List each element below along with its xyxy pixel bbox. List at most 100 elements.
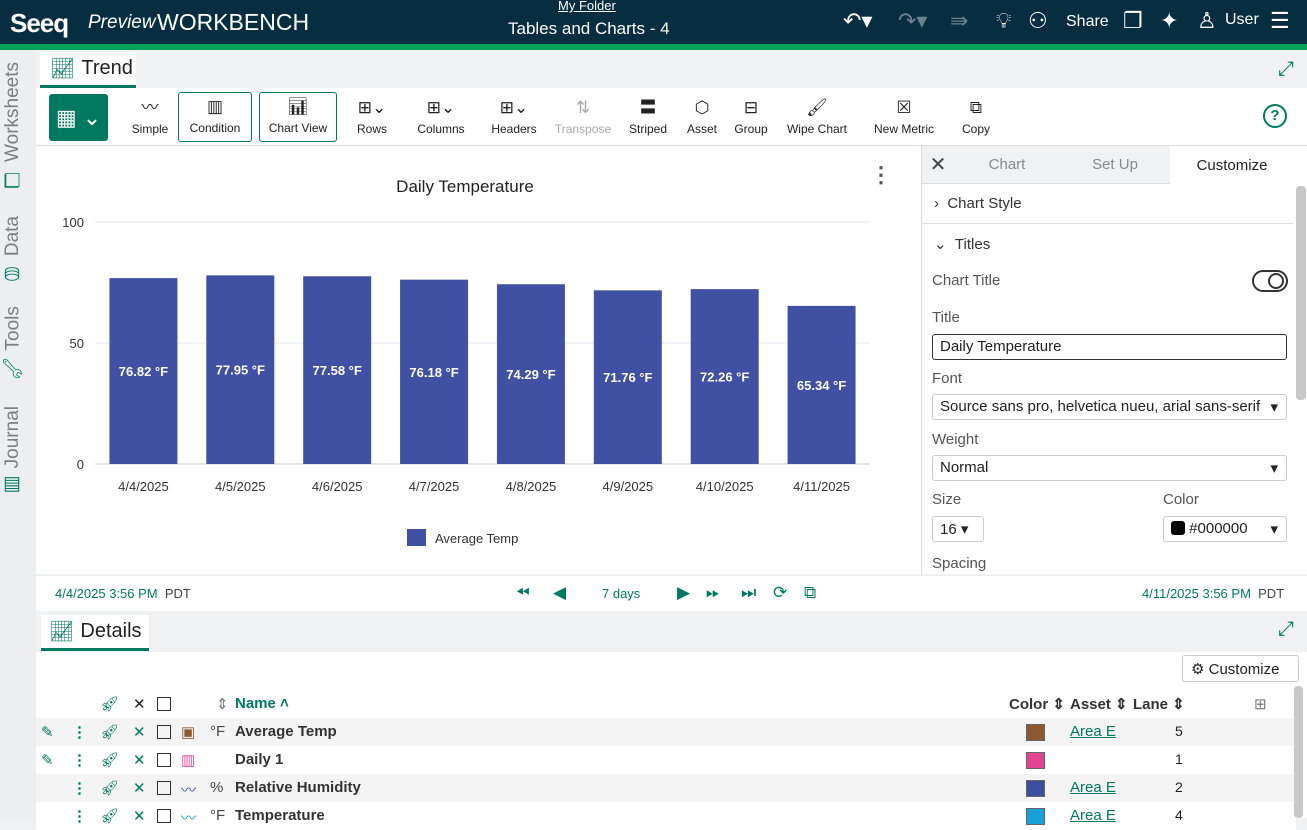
bar[interactable]: [787, 305, 856, 464]
tab-setup[interactable]: Set Up: [1060, 146, 1170, 184]
folder-link[interactable]: My Folder: [558, 0, 616, 13]
color-swatch[interactable]: [1026, 808, 1045, 825]
new-metric-button[interactable]: ☒ New Metric: [872, 92, 936, 142]
sync-range-icon[interactable]: ⧉: [804, 583, 817, 602]
headers-button[interactable]: ⊞⌄ Headers: [490, 92, 538, 142]
group-button[interactable]: ⊟ Group: [732, 92, 770, 142]
row-checkbox[interactable]: [157, 809, 171, 823]
undo-icon[interactable]: ↶▾: [843, 8, 873, 33]
bar[interactable]: [206, 275, 275, 464]
row-checkbox[interactable]: [157, 781, 171, 795]
table-row[interactable]: ⋮ 🚀︎ ✕ 〰 % Relative Humidity Area E 2: [36, 774, 1296, 802]
color-swatch[interactable]: [1026, 724, 1045, 741]
wipe-chart-button[interactable]: 🖌︎ Wipe Chart: [786, 92, 848, 142]
transpose-button[interactable]: ⇅ Transpose: [554, 92, 612, 142]
expand-details-icon[interactable]: ⤢: [1278, 618, 1294, 640]
item-name[interactable]: Temperature: [235, 807, 325, 824]
table-mode-button[interactable]: ▦ ⌄: [49, 94, 108, 141]
expand-icon[interactable]: ⤢: [1278, 58, 1294, 80]
tab-details[interactable]: 📈︎ Details: [41, 615, 149, 651]
start-time[interactable]: 4/4/2025 3:56 PM PDT: [55, 586, 191, 601]
asset-link[interactable]: Area E: [1070, 723, 1116, 740]
table-row[interactable]: ⋮ 🚀︎ ✕ 〰 °F Temperature Area E 4: [36, 802, 1296, 830]
details-scrollbar[interactable]: [1294, 686, 1303, 818]
row-checkbox[interactable]: [157, 725, 171, 739]
simple-button[interactable]: 〰 Simple: [128, 92, 172, 142]
chart-style-section[interactable]: › Chart Style: [922, 184, 1294, 224]
user-menu[interactable]: User: [1225, 11, 1259, 28]
range-duration[interactable]: 7 days: [602, 586, 641, 601]
bar[interactable]: [690, 289, 759, 464]
titles-section[interactable]: ⌄ Titles: [934, 235, 990, 253]
chart-title-toggle[interactable]: [1252, 270, 1288, 292]
asset-header[interactable]: Asset ⇕: [1070, 696, 1128, 713]
hamburger-icon[interactable]: ☰: [1270, 8, 1290, 33]
rocket-icon[interactable]: 🚀︎: [100, 808, 120, 825]
jump-to-now-icon[interactable]: ⏭︎: [741, 583, 757, 602]
bar[interactable]: [303, 276, 372, 464]
bar[interactable]: [593, 290, 662, 464]
item-name[interactable]: Relative Humidity: [235, 779, 361, 796]
rows-button[interactable]: ⊞⌄ Rows: [350, 92, 394, 142]
edit-icon[interactable]: ✎: [41, 752, 54, 769]
row-menu-icon[interactable]: ⋮: [72, 780, 87, 797]
end-time[interactable]: 4/11/2025 3:56 PM PDT: [1142, 586, 1284, 601]
remove-icon[interactable]: ✕: [133, 808, 146, 825]
bar[interactable]: [400, 279, 469, 464]
font-select[interactable]: Source sans pro, helvetica nueu, arial s…: [932, 394, 1287, 420]
bar[interactable]: [109, 278, 178, 464]
customize-button[interactable]: ⚙ Customize: [1182, 655, 1299, 682]
color-select[interactable]: #000000 ▾: [1163, 516, 1287, 542]
item-name[interactable]: Average Temp: [235, 723, 337, 740]
lightbulb-icon[interactable]: 💡︎: [996, 8, 1012, 33]
table-row[interactable]: ✎ ⋮ 🚀︎ ✕ ▥ Daily 1 1: [36, 746, 1296, 774]
row-menu-icon[interactable]: ⋮: [72, 752, 87, 769]
workbook-title[interactable]: Tables and Charts - 4: [508, 19, 670, 38]
remove-icon[interactable]: ✕: [133, 780, 146, 797]
select-all-checkbox[interactable]: [157, 697, 171, 711]
rocket-icon[interactable]: 🚀︎: [100, 696, 120, 713]
more-options-icon[interactable]: ⋮: [870, 162, 892, 187]
weight-select[interactable]: Normal ▾: [932, 455, 1287, 481]
help-button[interactable]: ?: [1263, 104, 1287, 128]
striped-button[interactable]: 〓 Striped: [626, 92, 670, 142]
row-menu-icon[interactable]: ⋮: [72, 808, 87, 825]
color-swatch[interactable]: [1026, 780, 1045, 797]
sparkle-icon[interactable]: ✦: [1160, 8, 1179, 33]
sidebar-tab-tools[interactable]: 🔧︎ Tools: [2, 306, 25, 380]
share-icon[interactable]: ⚇: [1028, 8, 1048, 33]
name-header[interactable]: Name ˄: [235, 695, 289, 712]
user-icon[interactable]: ♙: [1197, 8, 1217, 33]
item-name[interactable]: Daily 1: [235, 751, 284, 768]
step-forward-icon[interactable]: ▶: [677, 583, 691, 602]
asset-link[interactable]: Area E: [1070, 807, 1116, 824]
asset-button[interactable]: ⬡ Asset: [684, 92, 720, 142]
step-forward-full-icon[interactable]: ⏩︎: [706, 583, 720, 602]
redo-icon[interactable]: ↷▾: [898, 8, 928, 33]
tab-customize[interactable]: Customize: [1170, 146, 1294, 184]
remove-icon[interactable]: ✕: [133, 752, 146, 769]
asset-link[interactable]: Area E: [1070, 779, 1116, 796]
copy-button[interactable]: ⧉ Copy: [958, 92, 994, 142]
rocket-icon[interactable]: 🚀︎: [100, 752, 120, 769]
color-header[interactable]: Color ⇕: [1009, 696, 1065, 713]
rocket-icon[interactable]: 🚀︎: [100, 724, 120, 741]
row-checkbox[interactable]: [157, 753, 171, 767]
title-input[interactable]: Daily Temperature: [932, 334, 1287, 360]
tab-trend[interactable]: 📈︎ Trend: [40, 52, 136, 88]
tab-chart[interactable]: Chart: [954, 146, 1060, 184]
condition-button[interactable]: ▥ Condition: [178, 92, 252, 142]
step-back-icon[interactable]: ◀: [553, 583, 567, 602]
forward-icon[interactable]: ⇛: [950, 8, 969, 33]
sort-icon[interactable]: ⇕: [216, 696, 229, 713]
size-select[interactable]: 16 ▾: [932, 516, 984, 542]
windows-icon[interactable]: ❐: [1123, 8, 1143, 33]
close-panel-button[interactable]: ✕: [922, 146, 954, 184]
remove-icon[interactable]: ✕: [133, 724, 146, 741]
refresh-icon[interactable]: ⟳: [773, 583, 788, 602]
step-back-full-icon[interactable]: ⏪︎: [516, 583, 530, 602]
sidebar-tab-journal[interactable]: ▤ Journal: [2, 406, 24, 496]
row-menu-icon[interactable]: ⋮: [72, 724, 87, 741]
chart-view-button[interactable]: 📊︎ Chart View: [259, 92, 337, 142]
sidebar-tab-data[interactable]: ⛁ Data: [2, 216, 24, 284]
